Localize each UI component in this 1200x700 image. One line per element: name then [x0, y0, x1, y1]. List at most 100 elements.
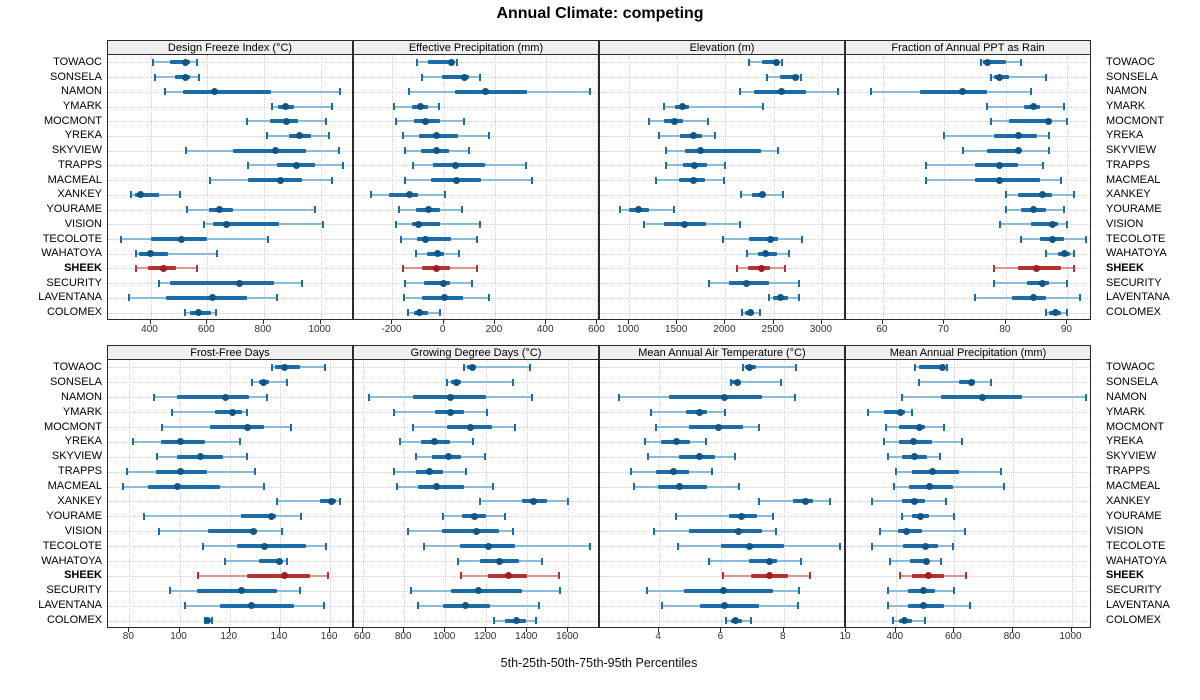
median-dot: [281, 572, 289, 580]
cap-95th: [558, 572, 560, 580]
cap-5th: [661, 602, 664, 610]
cap-5th: [757, 497, 760, 505]
cap-5th: [128, 294, 131, 302]
axis-tick: [820, 320, 822, 324]
cap-95th: [326, 572, 329, 580]
panel-strip-effective-precipitation-mm: Effective Precipitation (mm): [353, 40, 599, 55]
axis-tick: [943, 320, 945, 324]
axis-tick-label: 60: [876, 324, 888, 335]
cap-5th: [675, 512, 678, 520]
axis-tick: [676, 320, 678, 324]
vertical-gridline: [659, 360, 661, 627]
horizontal-gridline: [108, 165, 352, 167]
cap-95th: [328, 132, 331, 140]
cap-95th: [706, 117, 709, 125]
horizontal-gridline: [846, 77, 1090, 79]
station-label-left-YMARK: YMARK: [62, 405, 102, 418]
cap-5th: [1020, 235, 1023, 243]
cap-95th: [1063, 206, 1066, 214]
median-dot: [911, 453, 919, 461]
cap-95th: [281, 527, 284, 535]
cap-5th: [738, 88, 741, 96]
horizontal-gridline: [108, 121, 352, 123]
median-dot: [680, 220, 688, 228]
cap-95th: [837, 88, 840, 96]
cap-5th: [657, 132, 660, 140]
axis-tick-label: 1400: [515, 631, 538, 642]
station-label-left-TRAPPS: TRAPPS: [57, 158, 102, 171]
axis-tick-label: 6: [717, 631, 724, 642]
station-label-left-SKYVIEW: SKYVIEW: [51, 144, 102, 157]
median-dot: [696, 408, 704, 416]
axis-tick: [1070, 628, 1072, 632]
axis-tick: [362, 628, 364, 632]
median-dot: [513, 617, 521, 625]
horizontal-gridline: [600, 312, 844, 314]
whisker-line: [463, 366, 531, 369]
median-dot: [469, 363, 477, 371]
horizontal-gridline: [846, 561, 1090, 562]
cap-95th: [953, 512, 956, 520]
axis-tick: [894, 628, 896, 632]
median-dot: [745, 542, 753, 550]
horizontal-gridline: [354, 283, 598, 285]
cap-5th: [135, 250, 138, 258]
station-label-right-SECURITY: SECURITY: [1106, 276, 1162, 289]
median-dot: [1048, 220, 1056, 228]
cap-5th: [184, 147, 187, 155]
whisker-line: [447, 381, 513, 384]
panel-strip-mean-annual-air-temperature-c: Mean Annual Air Temperature (°C): [599, 345, 845, 360]
cap-5th: [900, 512, 903, 520]
median-dot: [137, 191, 145, 199]
station-label-right-XANKEY: XANKEY: [1106, 494, 1151, 507]
cap-95th: [944, 497, 947, 505]
whisker-line: [879, 530, 965, 533]
cap-5th: [493, 617, 496, 625]
axis-tick-label: 800: [254, 324, 272, 335]
median-dot: [902, 527, 910, 535]
panel-strip-design-freeze-index-c: Design Freeze Index (°C): [107, 40, 353, 55]
axis-tick-label: 8: [779, 631, 786, 642]
cap-95th: [476, 264, 478, 272]
axis-tick-label: 0: [439, 324, 446, 335]
whisker-line: [144, 515, 302, 518]
cap-95th: [940, 557, 943, 565]
station-label-right-SHEEK: SHEEK: [1106, 261, 1144, 274]
station-label-right-TRAPPS: TRAPPS: [1106, 158, 1151, 171]
whisker-line: [224, 560, 288, 562]
median-dot: [802, 497, 810, 505]
horizontal-gridline: [108, 268, 352, 270]
median-dot: [281, 103, 289, 111]
median-dot: [228, 408, 236, 416]
chart-title: Annual Climate: competing: [496, 5, 704, 22]
cap-95th: [829, 497, 832, 505]
median-dot: [203, 617, 211, 625]
cap-5th: [368, 393, 371, 401]
axis-tick: [1011, 628, 1013, 632]
cap-5th: [662, 103, 665, 111]
median-dot: [471, 512, 479, 520]
cap-95th: [196, 264, 199, 272]
station-label-right-WAHATOYA: WAHATOYA: [1106, 247, 1167, 260]
median-dot: [236, 279, 244, 287]
cap-95th: [1020, 58, 1023, 66]
vertical-gridline: [263, 55, 265, 319]
median-dot: [462, 602, 470, 610]
axis-tick-label: 400: [141, 324, 158, 335]
median-dot: [675, 483, 683, 491]
cap-5th: [119, 235, 122, 243]
cap-95th: [246, 408, 249, 416]
horizontal-gridline: [600, 297, 844, 299]
station-label-right-YMARK: YMARK: [1106, 100, 1146, 113]
median-dot: [237, 587, 245, 595]
vertical-gridline: [443, 55, 445, 319]
median-dot: [173, 483, 181, 491]
median-dot: [731, 617, 739, 625]
horizontal-gridline: [846, 441, 1090, 443]
cap-5th: [655, 176, 658, 184]
cap-95th: [1063, 103, 1066, 111]
station-label-right-LAVENTANA: LAVENTANA: [1106, 599, 1170, 612]
panel-strip-elevation-m: Elevation (m): [599, 40, 845, 55]
median-dot: [417, 103, 425, 111]
